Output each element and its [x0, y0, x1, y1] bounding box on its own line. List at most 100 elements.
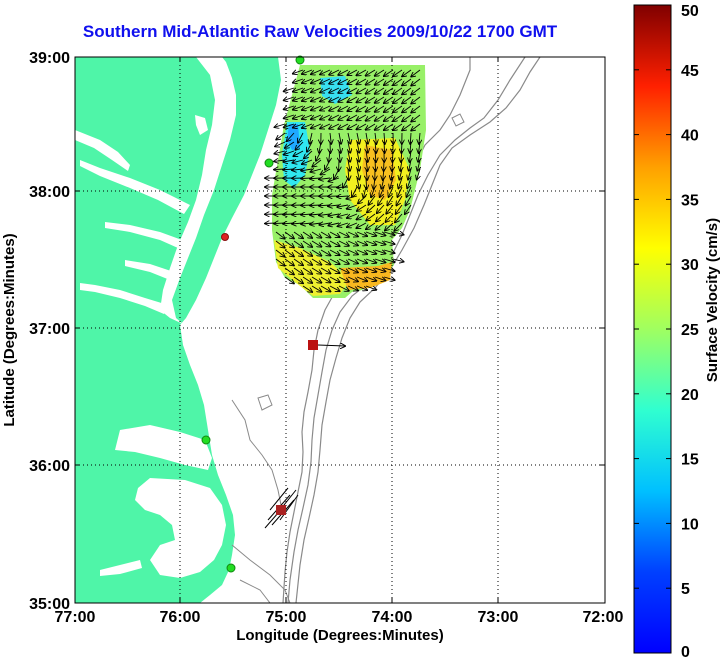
- velocity-vector: [402, 69, 412, 76]
- velocity-vector: [329, 285, 340, 291]
- velocity-vector: [371, 186, 376, 197]
- velocity-vector: [393, 123, 403, 130]
- velocity-vector: [397, 186, 403, 197]
- velocity-vector: [402, 114, 412, 121]
- velocity-vector: [411, 114, 421, 122]
- x-tick-label: 74:00: [372, 609, 413, 626]
- velocity-vector: [395, 213, 403, 222]
- velocity-vector: [366, 222, 376, 229]
- velocity-vector: [310, 169, 322, 172]
- velocity-vector: [293, 249, 303, 256]
- velocity-vector: [293, 267, 303, 274]
- velocity-vector: [302, 285, 312, 292]
- velocity-vector: [357, 150, 359, 162]
- velocity-vector: [320, 249, 331, 256]
- velocity-vector: [366, 159, 368, 171]
- velocity-vector: [302, 258, 312, 265]
- x-tick-label: 75:00: [266, 609, 307, 626]
- velocity-vector: [275, 141, 286, 147]
- velocity-field: [265, 65, 426, 298]
- velocity-vector: [365, 231, 376, 236]
- velocity-vector: [394, 222, 403, 231]
- velocity-vector: [356, 105, 367, 111]
- velocity-vector: [374, 241, 385, 245]
- velocity-vector: [311, 285, 321, 292]
- velocity-vector: [284, 240, 294, 248]
- colorbar-tick-label: 50: [681, 3, 699, 20]
- velocity-vector: [375, 132, 376, 144]
- colorbar-tick-label: 45: [681, 63, 699, 80]
- station-green-4: [226, 563, 236, 573]
- velocity-vector: [375, 114, 385, 121]
- velocity-vector: [325, 159, 331, 170]
- chesapeake-bay: [160, 57, 236, 324]
- velocity-vector: [366, 141, 368, 153]
- velocity-vector: [356, 78, 367, 84]
- velocity-vector: [384, 123, 394, 130]
- velocity-vector: [402, 96, 412, 103]
- velocity-vector: [339, 132, 341, 144]
- velocity-vector: [366, 213, 376, 221]
- velocity-vector: [319, 141, 321, 153]
- velocity-vector: [339, 141, 341, 153]
- velocity-vector: [393, 105, 403, 112]
- velocity-vector: [375, 78, 385, 85]
- x-tick-label: 77:00: [55, 609, 96, 626]
- velocity-vector: [366, 132, 368, 144]
- chart-title: Southern Mid-Atlantic Raw Velocities 200…: [82, 22, 558, 41]
- velocity-vector: [347, 258, 358, 264]
- velocity-vector: [389, 186, 394, 197]
- plot-frame: [74, 56, 606, 604]
- velocity-vector: [356, 276, 367, 281]
- velocity-vector: [316, 150, 322, 161]
- y-tick-label: 39:00: [29, 50, 70, 67]
- velocity-vector: [347, 249, 358, 255]
- velocity-vector: [374, 250, 385, 254]
- velocity-vector: [348, 168, 349, 180]
- velocity-vector: [384, 78, 394, 85]
- x-tick-label: 76:00: [160, 609, 201, 626]
- velocity-vector: [302, 240, 312, 247]
- velocity-vector: [311, 267, 321, 274]
- velocity-vector: [375, 87, 385, 94]
- y-tick-label: 35:00: [29, 596, 70, 613]
- y-tick-label: 38:00: [29, 184, 70, 201]
- velocity-vector: [357, 132, 359, 144]
- velocity-vector: [378, 195, 385, 205]
- velocity-vector: [365, 276, 376, 281]
- velocity-vector: [410, 132, 411, 144]
- buoy-square-2: [276, 505, 286, 515]
- station-green-2: [264, 158, 274, 168]
- potomac-river: [80, 160, 190, 214]
- velocity-vector: [356, 114, 367, 120]
- velocity-vector: [347, 204, 358, 209]
- velocity-vector: [357, 177, 359, 189]
- velocity-vector: [275, 258, 285, 266]
- velocity-vector: [302, 159, 313, 164]
- velocity-vector: [347, 231, 358, 237]
- station-green-1: [295, 55, 305, 65]
- velocity-vector: [357, 159, 359, 171]
- velocity-vector: [356, 249, 367, 254]
- buoy-square-1: [308, 340, 318, 350]
- grid-lines: [75, 57, 605, 603]
- velocity-vector: [348, 141, 350, 153]
- velocity-vector: [390, 177, 393, 189]
- pamlico-sound: [135, 478, 226, 578]
- velocity-vector: [383, 259, 395, 262]
- velocity-vector: [287, 132, 295, 141]
- velocity-vector: [302, 276, 312, 283]
- velocity-vector: [276, 132, 286, 140]
- velocity-vector: [275, 240, 285, 248]
- bathymetry-contour-3: [295, 57, 541, 603]
- velocity-vector: [402, 123, 412, 130]
- velocity-vector: [383, 241, 395, 244]
- velocity-vector: [329, 267, 340, 273]
- velocity-vector: [408, 168, 411, 180]
- velocity-vector: [401, 141, 402, 153]
- velocity-vector: [338, 267, 349, 273]
- bathymetry-contour-4: [231, 544, 291, 603]
- velocity-vector: [374, 268, 385, 272]
- velocity-vector: [366, 150, 368, 162]
